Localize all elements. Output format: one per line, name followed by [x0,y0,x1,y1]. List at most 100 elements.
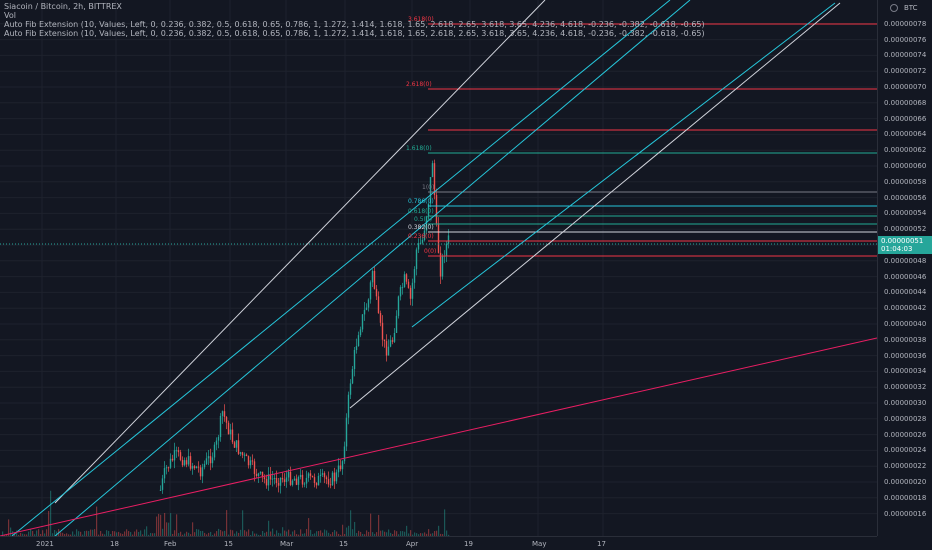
volume-bar [258,534,260,536]
volume-bar [286,531,288,536]
candle-body [223,411,226,417]
volume-bar [160,514,162,536]
currency-label: BTC [904,4,918,12]
chart-area[interactable]: 3.618(0) 2.618(0) 1.618(0) 1(0) 0.786(0)… [0,0,878,537]
volume-bar [232,530,234,536]
volume-bar [330,534,332,536]
volume-bar [234,533,236,536]
candle-body [189,456,192,469]
volume-bar [260,534,262,536]
candle-body [271,478,274,480]
volume-bar [306,529,308,536]
volume-bars [2,490,450,536]
candle-body [365,307,368,310]
price-tick-label: 0.00000020 [884,478,927,486]
volume-bar [302,533,304,536]
price-tick-label: 0.00000016 [884,509,927,518]
fib-levels[interactable] [428,23,877,257]
volume-bar [30,529,32,536]
candle-body [375,288,378,297]
fib-label-2618: 2.618(0) [406,81,432,88]
fib-indicator-label-1[interactable]: Auto Fib Extension (10, Values, Left, 0,… [4,20,705,29]
volume-bar [118,531,120,536]
candle-body [429,176,432,204]
volume-bar [86,530,88,536]
volume-bar [316,531,318,536]
gear-icon[interactable] [890,4,898,12]
price-tick-label: 0.00000074 [884,51,927,60]
candle-body [175,450,178,452]
volume-bar [244,530,246,536]
volume-bar [314,533,316,536]
fib-labels: 3.618(0) 2.618(0) 1.618(0) 1(0) 0.786(0)… [406,16,436,255]
fib-label-0786: 0.786(0) [408,198,434,205]
volume-bar [132,534,134,536]
candle-body [215,440,218,445]
candle-body [397,296,400,316]
volume-bar [32,531,34,536]
time-axis[interactable]: 2021 18 Feb 15 Mar 15 Apr 19 May 17 [0,536,877,550]
price-chart[interactable]: 3.618(0) 2.618(0) 1.618(0) 1(0) 0.786(0)… [0,0,878,537]
chart-title[interactable]: Siacoin / Bitcoin, 2h, BITTREX [4,2,122,11]
candle-body [197,466,200,468]
price-tick-label: 0.00000024 [884,446,927,455]
volume-bar [402,531,404,536]
volume-bar [334,530,336,536]
volume-bar [176,514,178,536]
candle-body [311,475,314,478]
candle-body [371,270,374,283]
volume-bar [394,530,396,536]
volume-bar [36,530,38,536]
volume-bar [388,529,390,536]
candle-body [187,456,190,465]
volume-bar [248,529,250,536]
candle-body [427,203,430,217]
volume-bar [348,525,350,536]
volume-bar [360,531,362,536]
volume-bar [446,530,448,536]
trendline-white-lower [349,2,841,409]
candle-body [193,466,196,469]
time-tick-label: 18 [110,540,119,548]
volume-indicator-label[interactable]: Vol [4,11,16,20]
candle-body [297,476,300,485]
volume-bar [38,529,40,536]
candle-body [431,163,434,177]
volume-bar [204,532,206,536]
volume-bar [100,531,102,536]
trend-lines[interactable] [0,0,878,537]
candle-body [309,473,312,476]
candle-body [217,437,220,441]
candle-body [231,429,234,443]
candle-body [417,243,420,250]
volume-bar [108,530,110,536]
volume-bar [124,531,126,536]
volume-bar [294,530,296,536]
candle-body [307,473,310,478]
candle-body [211,457,214,464]
volume-bar [392,533,394,536]
candle-body [253,461,256,474]
volume-bar [104,534,106,536]
candle-body [219,415,222,438]
candle-body [363,309,366,315]
volume-bar [150,532,152,536]
price-axis[interactable]: 0.00000078 0.00000076 0.00000074 0.00000072… [877,0,932,536]
volume-bar [64,534,66,536]
volume-bar [196,529,198,536]
volume-bar [292,531,294,536]
volume-bar [372,532,374,536]
fib-indicator-label-2[interactable]: Auto Fib Extension (10, Values, Left, 0,… [4,29,705,38]
candle-body [313,477,316,483]
volume-bar [418,534,420,536]
volume-bar [434,531,436,536]
price-tick-label: 0.00000076 [884,35,927,44]
volume-bar [280,533,282,536]
candle-body [171,458,174,461]
candle-body [347,394,350,418]
last-price-tag: 0.00000051 01:04:03 [878,236,932,254]
volume-bar [310,529,312,536]
volume-bar [440,533,442,536]
candle-body [249,460,252,466]
volume-bar [138,531,140,536]
